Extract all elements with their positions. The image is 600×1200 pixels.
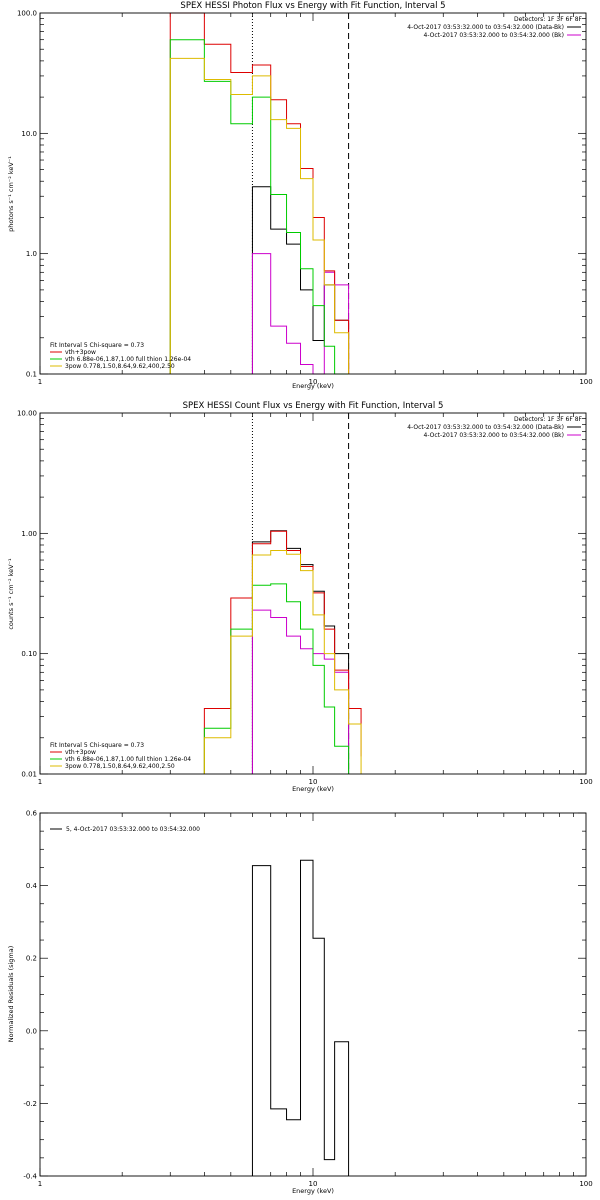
y-tick-label: 0.01 (21, 771, 37, 779)
y-tick-label: -0.2 (23, 1100, 37, 1108)
legend-top-right: Detectors: 1F 3F 6F 8F4-Oct-2017 03:53:3… (407, 416, 582, 439)
legend-top-left: 5, 4-Oct-2017 03:53:32.000 to 03:54:32.0… (50, 826, 200, 833)
x-axis-label: Energy (keV) (292, 785, 334, 793)
x-axis-label: Energy (keV) (292, 382, 334, 390)
x-tick-label: 100 (579, 778, 592, 786)
legend-entry: 5, 4-Oct-2017 03:53:32.000 to 03:54:32.0… (66, 826, 200, 833)
legend-entry: Fit Interval 5 Chi-square = 0.73 (50, 342, 144, 349)
y-tick-label: 10.00 (17, 410, 37, 418)
legend-bottom-left: Fit Interval 5 Chi-square = 0.73vth+3pow… (50, 342, 191, 370)
legend-entry: vth 6.88e-06,1.87,1.00 full thion 1.26e-… (65, 356, 191, 363)
y-tick-label: 100.0 (17, 10, 37, 18)
histogram-series-4 (203, 550, 362, 774)
y-tick-label: 1.0 (26, 250, 37, 258)
x-axis-label: Energy (keV) (292, 1187, 334, 1195)
y-tick-label: 1.00 (21, 530, 37, 538)
histogram-series-0 (251, 859, 350, 1176)
legend-entry: 3pow 0.778,1.50,8.64,9.62,400,2.50 (65, 363, 175, 370)
histogram-series-2 (169, 12, 350, 374)
residuals-panel: Energy (keV) Normalized Residuals (sigma… (7, 810, 593, 1196)
x-tick-label: 100 (579, 378, 592, 386)
legend-entry: vth+3pow (65, 749, 96, 756)
y-tick-label: -0.4 (23, 1173, 37, 1181)
legend-bottom-left: Fit Interval 5 Chi-square = 0.73vth+3pow… (50, 742, 191, 770)
series-group (169, 12, 350, 375)
x-tick-label: 100 (579, 1180, 592, 1188)
x-tick-label: 10 (309, 778, 318, 786)
y-tick-label: 0.4 (26, 882, 38, 890)
plot-frame (39, 412, 587, 775)
legend-entry: Detectors: 1F 3F 6F 8F (514, 16, 583, 23)
legend-entry: 4-Oct-2017 03:53:32.000 to 03:54:32.000 … (407, 24, 564, 31)
legend-entry: Detectors: 1F 3F 6F 8F (514, 416, 583, 423)
y-axis-label: counts s⁻¹ cm⁻² keV⁻¹ (7, 558, 15, 630)
histogram-series-4 (169, 57, 350, 374)
series-group (203, 530, 362, 774)
x-tick-label: 10 (309, 378, 318, 386)
legend-top-right: Detectors: 1F 3F 6F 8F4-Oct-2017 03:53:3… (407, 16, 582, 39)
legend-entry: vth 6.88e-06,1.87,1.00 full thion 1.26e-… (65, 756, 191, 763)
x-tick-label: 1 (38, 378, 42, 386)
plot-frame (39, 812, 587, 1177)
x-tick-label: 1 (38, 1180, 42, 1188)
histogram-series-3 (203, 583, 350, 774)
series-group (251, 859, 350, 1176)
legend-entry: vth+3pow (65, 349, 96, 356)
y-tick-label: 0.0 (26, 1027, 37, 1035)
y-tick-label: 0.10 (21, 650, 37, 658)
panel-title: SPEX HESSI Count Flux vs Energy with Fit… (183, 401, 444, 411)
y-tick-label: 0.2 (26, 955, 37, 963)
y-tick-label: 0.6 (26, 810, 38, 818)
legend-entry: 4-Oct-2017 03:53:32.000 to 03:54:32.000 … (424, 432, 565, 439)
legend-entry: 3pow 0.778,1.50,8.64,9.62,400,2.50 (65, 763, 175, 770)
x-tick-label: 10 (309, 1180, 318, 1188)
y-axis-label: Normalized Residuals (sigma) (7, 946, 15, 1043)
plot-frame (39, 12, 587, 375)
y-tick-label: 0.1 (26, 371, 37, 379)
x-tick-label: 1 (38, 778, 42, 786)
y-tick-label: 10.0 (21, 130, 37, 138)
y-axis-label: photons s⁻¹ cm⁻² keV⁻¹ (7, 156, 15, 232)
legend-entry: 4-Oct-2017 03:53:32.000 to 03:54:32.000 … (407, 424, 564, 431)
histogram-series-3 (169, 39, 349, 375)
count-flux-panel: SPEX HESSI Count Flux vs Energy with Fit… (7, 401, 593, 793)
legend-entry: 4-Oct-2017 03:53:32.000 to 03:54:32.000 … (424, 32, 565, 39)
panel-title: SPEX HESSI Photon Flux vs Energy with Fi… (180, 1, 445, 11)
legend-entry: Fit Interval 5 Chi-square = 0.73 (50, 742, 144, 749)
photon-flux-panel: SPEX HESSI Photon Flux vs Energy with Fi… (7, 1, 593, 390)
